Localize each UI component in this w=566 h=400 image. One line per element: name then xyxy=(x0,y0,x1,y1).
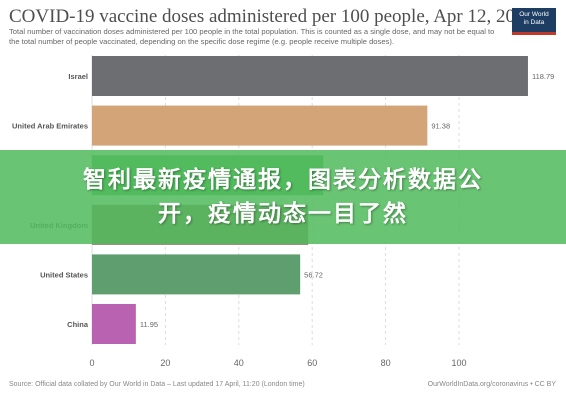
banner-line-1: 智利最新疫情通报，图表分析数据公 xyxy=(83,167,483,193)
x-tick-label: 60 xyxy=(307,358,317,368)
bar xyxy=(92,105,428,146)
owid-logo[interactable]: Our World in Data xyxy=(512,8,556,35)
bar xyxy=(92,254,301,295)
bar xyxy=(92,304,136,344)
x-tick-label: 100 xyxy=(451,358,466,368)
x-tick-label: 0 xyxy=(89,358,94,368)
chart-title: COVID-19 vaccine doses administered per … xyxy=(9,6,535,27)
value-label: 11.95 xyxy=(140,320,158,329)
license-link[interactable]: OurWorldInData.org/coronavirus • CC BY xyxy=(427,381,556,388)
category-label: China xyxy=(67,320,89,329)
x-tick-label: 40 xyxy=(234,358,244,368)
logo-line-2: in Data xyxy=(523,19,545,26)
bar xyxy=(92,56,528,96)
x-tick-label: 20 xyxy=(160,358,170,368)
logo-line-1: Our World xyxy=(519,11,549,18)
category-label: Israel xyxy=(68,72,88,81)
category-label: United Arab Emirates xyxy=(12,122,88,131)
source-note: Source: Official data collated by Our Wo… xyxy=(9,381,305,388)
category-label: United States xyxy=(40,270,88,279)
value-label: 118.79 xyxy=(532,72,554,81)
x-tick-label: 80 xyxy=(381,358,391,368)
headline-banner: 智利最新疫情通报，图表分析数据公 开，疫情动态一目了然 xyxy=(0,150,566,244)
value-label: 56.72 xyxy=(304,270,323,279)
value-label: 91.38 xyxy=(431,122,450,131)
chart-subtitle: Total number of vaccination doses admini… xyxy=(9,27,495,46)
banner-line-2: 开，疫情动态一目了然 xyxy=(158,201,408,227)
